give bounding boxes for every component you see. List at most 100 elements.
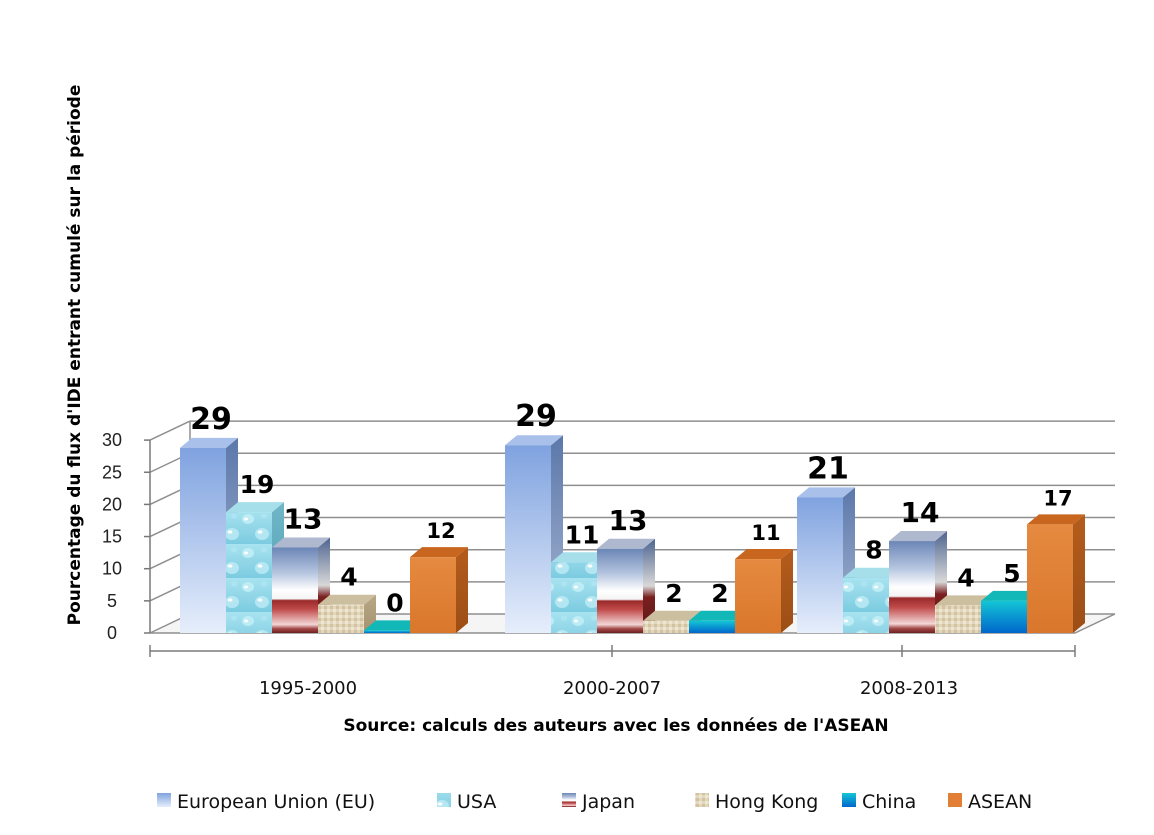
data-label: 13 (609, 504, 648, 537)
bar-front (689, 620, 735, 633)
data-label: 8 (865, 536, 882, 565)
bar-front (935, 605, 981, 633)
legend-item: Japan (562, 791, 635, 813)
bar (1027, 514, 1085, 633)
legend-label: ASEAN (968, 791, 1032, 813)
bar-side (643, 538, 655, 633)
bar-front (505, 445, 551, 633)
legend-item: China (842, 791, 916, 813)
bar-front (843, 577, 889, 633)
data-label: 29 (515, 399, 557, 434)
data-label: 11 (565, 520, 600, 549)
data-label: 14 (901, 496, 940, 529)
bar (889, 531, 947, 633)
bar-front (981, 600, 1027, 633)
legend-label: Japan (581, 791, 635, 813)
data-label: 19 (240, 470, 275, 499)
bar-top (1027, 514, 1085, 525)
legend-swatch (562, 793, 576, 807)
legend-swatch (157, 793, 171, 807)
bar-front (1027, 524, 1073, 633)
bar-top (597, 538, 655, 549)
x-axis-title: Source: calculs des auteurs avec les don… (343, 716, 888, 736)
data-label: 12 (426, 519, 455, 543)
y-tick-label: 5 (107, 591, 117, 611)
y-tick-label: 15 (102, 527, 122, 547)
bar-top (551, 552, 609, 563)
bar-top (735, 549, 793, 560)
bar (318, 594, 376, 633)
bar (505, 435, 563, 633)
data-label: 2 (711, 579, 728, 608)
bar-top (843, 567, 901, 578)
legend-label: China (862, 791, 916, 813)
y-tick-label: 25 (102, 462, 122, 482)
data-label: 13 (284, 502, 323, 535)
bar-side (781, 549, 793, 633)
bar (735, 549, 793, 633)
bar-front (597, 548, 643, 633)
bar-top (935, 595, 993, 606)
data-label: 4 (957, 563, 974, 592)
bar-front (226, 512, 272, 633)
bar-top (689, 610, 747, 621)
bar-top (180, 437, 238, 448)
y-tick-label: 10 (102, 559, 122, 579)
x-tick-label: 1995-2000 (259, 678, 357, 699)
data-label: 2 (665, 579, 682, 608)
bar-top (364, 620, 422, 631)
grid (149, 420, 1115, 602)
bar-top (410, 547, 468, 558)
legend-swatch (695, 793, 709, 807)
gridline-diagonal (149, 420, 191, 441)
legend-item: European Union (EU) (157, 791, 375, 813)
y-tick-label: 0 (107, 623, 117, 643)
bar-front (180, 447, 226, 633)
bar-top (643, 610, 701, 621)
bar-front (643, 620, 689, 633)
legend-label: USA (457, 791, 496, 813)
bar-top (797, 487, 855, 498)
bar (597, 538, 655, 633)
bar-front (364, 630, 410, 633)
data-label: 21 (807, 451, 849, 486)
legend: European Union (EU) USA Japan Hong Kong Chin… (157, 791, 1032, 813)
bar-front (272, 547, 318, 633)
data-label: 11 (751, 521, 780, 545)
x-tick-label: 2008-2013 (860, 678, 958, 699)
bar-side (1073, 514, 1085, 633)
bar-top (981, 590, 1039, 601)
legend-item: USA (437, 791, 496, 813)
bar-front (889, 541, 935, 633)
bar-front (797, 497, 843, 633)
legend-label: Hong Kong (715, 791, 818, 813)
data-label: 29 (190, 402, 232, 437)
bar-front (410, 557, 456, 633)
x-tick-label: 2000-2007 (563, 678, 661, 699)
legend-item: Hong Kong (695, 791, 818, 813)
legend-swatch (948, 793, 962, 807)
data-label: 0 (386, 588, 403, 617)
bar-front (318, 604, 364, 633)
bar-top (505, 435, 563, 446)
legend-swatch (437, 793, 451, 807)
bar (410, 547, 468, 633)
bar-top (226, 502, 284, 513)
y-tick-label: 20 (102, 494, 122, 514)
legend-swatch (842, 793, 856, 807)
bars (180, 435, 1085, 633)
bar-side (456, 547, 468, 633)
y-axis-title: Pourcentage du flux d'IDE entrant cumulé… (65, 85, 85, 626)
bar-top (272, 537, 330, 548)
legend-item: ASEAN (948, 791, 1032, 813)
bar-front (735, 559, 781, 633)
legend-label: European Union (EU) (177, 791, 375, 813)
data-label: 5 (1003, 559, 1020, 588)
bar-top (318, 594, 376, 605)
bar-top (889, 531, 947, 542)
data-label: 4 (340, 563, 357, 592)
y-tick-label: 30 (102, 430, 122, 450)
data-label: 17 (1043, 486, 1072, 510)
